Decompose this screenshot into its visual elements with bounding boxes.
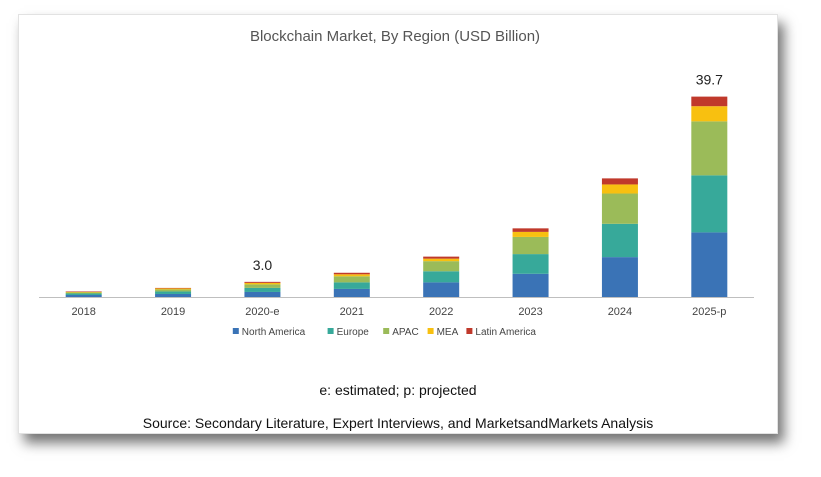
bar-2020-e-mea [244, 282, 281, 285]
bar-2021-apac [333, 276, 370, 283]
x-tick-label: 2021 [340, 306, 364, 318]
bar-2023-north-america [512, 273, 549, 297]
bar-2022-apac [423, 261, 460, 272]
bar-2024-north-america [601, 257, 638, 297]
bar-2020-e-apac [244, 284, 281, 288]
bar-2019-latin-america [155, 287, 192, 289]
legend-swatch [232, 328, 239, 334]
legend-label: MEA [437, 327, 459, 338]
bar-2022-latin-america [423, 256, 460, 259]
bar-2025-p-north-america [691, 232, 728, 297]
legend-swatch [427, 328, 434, 334]
bar-2021-mea [333, 274, 370, 277]
bar-2018-latin-america [65, 291, 102, 292]
bar-2019-north-america [155, 293, 192, 297]
bar-2020-e-latin-america [244, 281, 281, 283]
bar-2019-apac [155, 289, 192, 292]
x-tick-label: 2018 [71, 306, 95, 318]
bar-2019-europe [155, 291, 192, 294]
legend-swatch [327, 328, 334, 334]
x-tick-label: 2024 [608, 306, 632, 318]
bar-2024-mea [601, 184, 638, 194]
bar-2025-p-latin-america [691, 96, 728, 107]
bar-2018-north-america [65, 294, 102, 297]
x-tick-label: 2022 [429, 306, 453, 318]
bar-2021-europe [333, 282, 370, 289]
footnote: e: estimated; p: projected [319, 382, 477, 398]
bar-2020-e-europe [244, 287, 281, 292]
bar-2025-p-europe [691, 175, 728, 233]
legend-label: Latin America [475, 327, 536, 338]
chart-title: Blockchain Market, By Region (USD Billio… [250, 28, 540, 45]
source-note: Source: Secondary Literature, Expert Int… [142, 415, 654, 431]
data-label-total: 3.0 [253, 257, 273, 273]
data-labels: 3.0 39.7 [253, 72, 723, 273]
bar-2020-e-north-america [244, 291, 281, 297]
bar-2025-p-apac [691, 121, 728, 176]
bar-2023-apac [512, 236, 549, 255]
chart-canvas: Blockchain Market, By Region (USD Billio… [39, 28, 754, 338]
x-tick-labels: 2018 2019 2020-e 2021 2022 2023 2024 2025-p [71, 306, 726, 318]
legend-swatch [466, 328, 473, 334]
data-label-total: 39.7 [696, 72, 723, 88]
bar-2024-latin-america [601, 178, 638, 185]
bar-2023-mea [512, 231, 549, 237]
bar-2024-europe [601, 223, 638, 258]
x-tick-label: 2025-p [692, 306, 726, 318]
legend-label: Europe [337, 327, 370, 338]
bar-2019-mea [155, 288, 192, 290]
bar-2021-latin-america [333, 272, 370, 275]
bar-2022-north-america [423, 282, 460, 297]
bar-2022-mea [423, 258, 460, 262]
legend-swatch [383, 328, 390, 334]
bar-2025-p-mea [691, 106, 728, 122]
legend-label: APAC [392, 327, 419, 338]
legend-label: North America [242, 327, 306, 338]
bars-group [65, 96, 728, 297]
bar-2023-europe [512, 254, 549, 274]
x-tick-label: 2023 [518, 306, 542, 318]
bar-2018-europe [65, 293, 102, 295]
x-tick-label: 2020-e [245, 306, 279, 318]
bar-2018-mea [65, 291, 102, 293]
bar-2024-apac [601, 193, 638, 224]
x-tick-label: 2019 [161, 306, 185, 318]
legend: North America Europe APAC MEA Latin America [232, 327, 536, 338]
bar-2023-latin-america [512, 228, 549, 232]
bar-2022-europe [423, 271, 460, 283]
bar-2018-apac [65, 292, 102, 294]
chart-card: Blockchain Market, By Region (USD Billio… [18, 14, 778, 434]
bar-2021-north-america [333, 288, 370, 297]
